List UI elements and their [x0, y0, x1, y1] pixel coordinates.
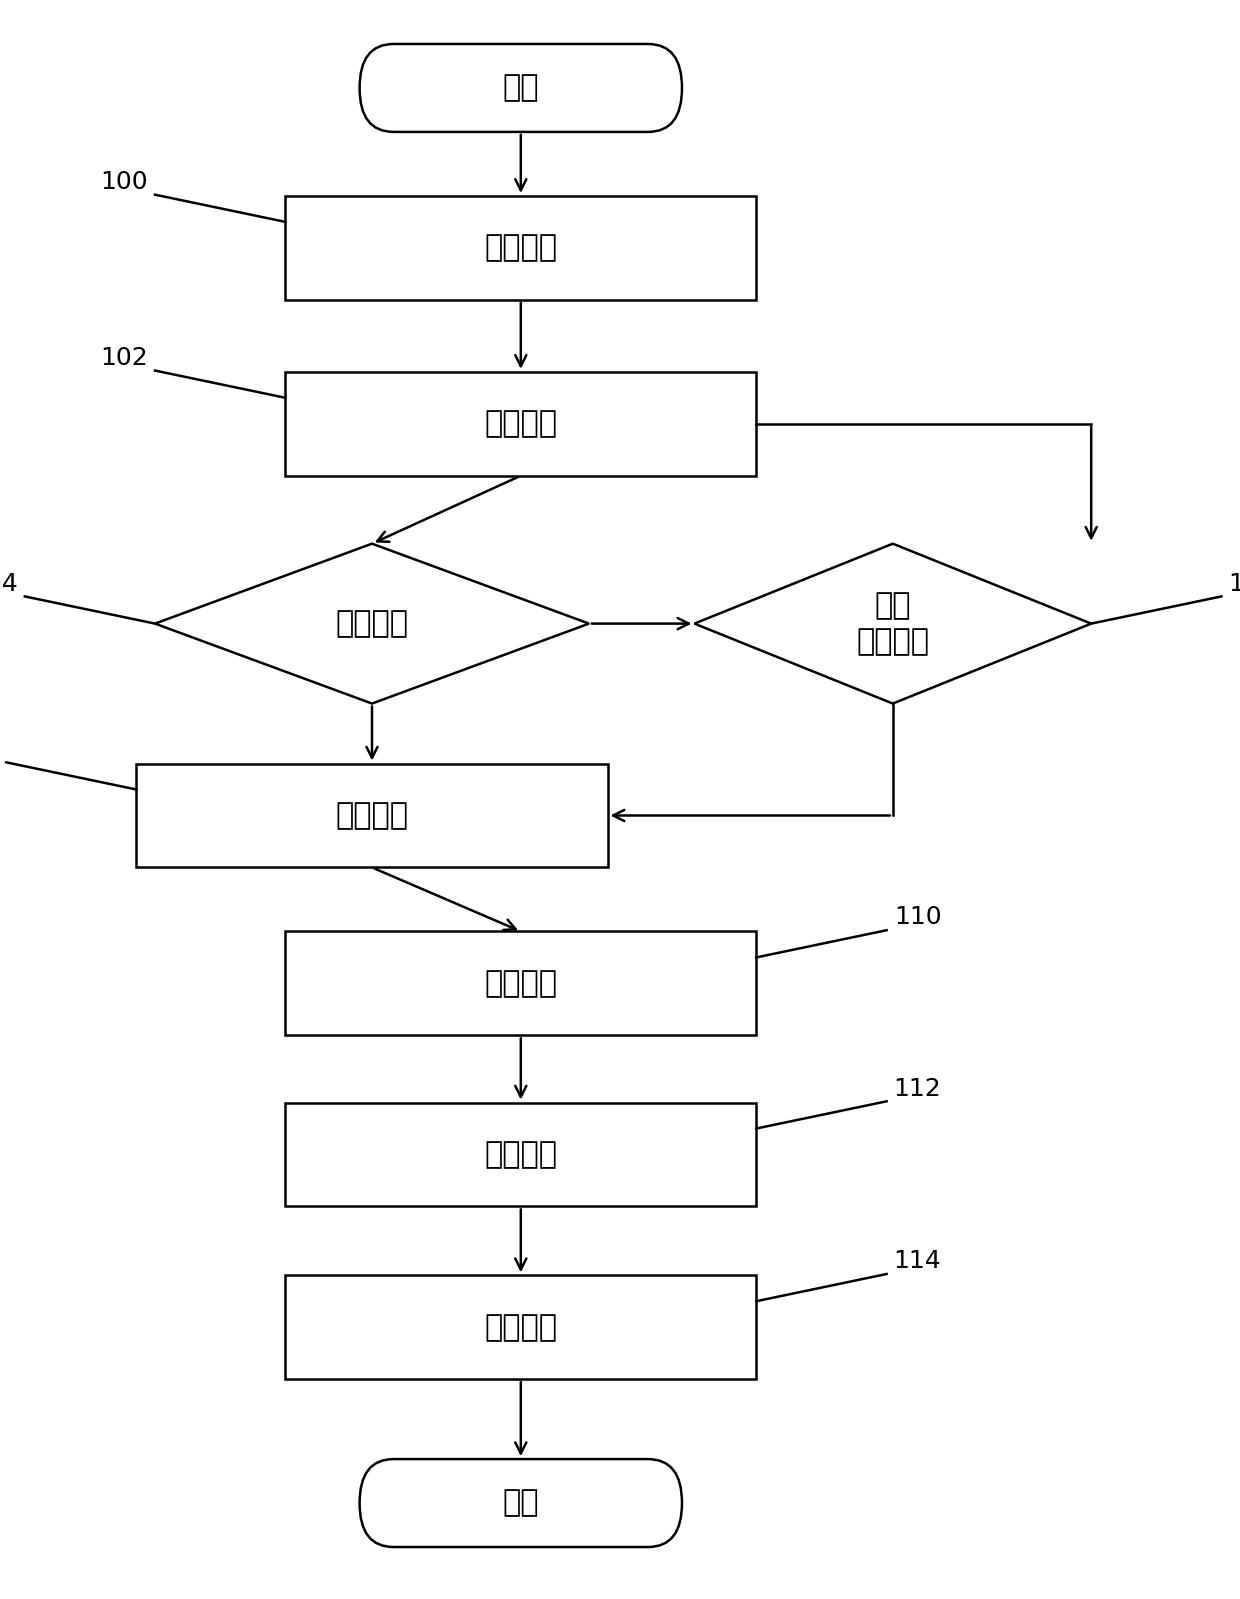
FancyBboxPatch shape — [360, 43, 682, 133]
Text: 106: 106 — [1229, 571, 1240, 596]
Bar — [285, 1103, 756, 1206]
Text: 110: 110 — [894, 905, 941, 929]
Bar — [285, 931, 756, 1036]
Bar — [285, 197, 756, 301]
Bar — [136, 764, 608, 867]
Text: 112: 112 — [894, 1076, 941, 1100]
Polygon shape — [694, 544, 1091, 704]
Bar — [285, 1276, 756, 1378]
FancyBboxPatch shape — [360, 1458, 682, 1548]
Text: 计算步骤: 计算步骤 — [485, 409, 557, 438]
Text: 114: 114 — [894, 1249, 941, 1273]
Text: 接收步骤: 接收步骤 — [485, 969, 557, 998]
Text: 二次
判断步骤: 二次 判断步骤 — [857, 592, 929, 656]
Bar — [285, 371, 756, 475]
Text: 结束: 结束 — [502, 1489, 539, 1517]
Text: 设置步骤: 设置步骤 — [485, 233, 557, 262]
Text: 104: 104 — [0, 571, 17, 596]
Text: 100: 100 — [100, 169, 148, 193]
Text: 发送步骤: 发送步骤 — [336, 801, 408, 830]
Text: 校验步骤: 校验步骤 — [485, 1313, 557, 1342]
Text: 开始: 开始 — [502, 74, 539, 102]
Polygon shape — [155, 544, 589, 704]
Text: 判断步骤: 判断步骤 — [336, 609, 408, 638]
Text: 调整步骤: 调整步骤 — [485, 1140, 557, 1169]
Text: 102: 102 — [100, 345, 148, 369]
